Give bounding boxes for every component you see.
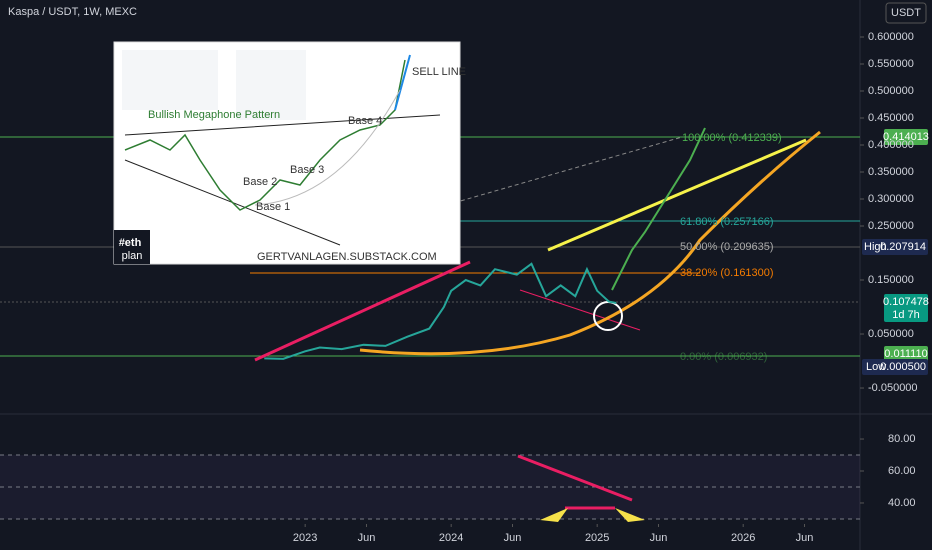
rsi-band [0, 455, 860, 519]
price-tag [884, 129, 928, 145]
x-tick-label: Jun [796, 532, 814, 544]
inset-source: GERTVANLAGEN.SUBSTACK.COM [257, 251, 437, 263]
yellow-line [547, 138, 807, 252]
rsi-tick-label: 40.00 [888, 497, 916, 509]
inset-candles [124, 59, 406, 211]
x-tick-label: 2024 [439, 532, 463, 544]
y-tick-label: 0.450000 [868, 112, 914, 124]
inset-thumb [236, 50, 306, 120]
y-tick-label: 0.300000 [868, 193, 914, 205]
y-tick-label: 0.550000 [868, 58, 914, 70]
y-tick-label: 0.400000 [868, 139, 914, 151]
price-tag-caption: High [864, 241, 887, 253]
inset-projection [394, 54, 411, 111]
y-tick-label: 0.350000 [868, 166, 914, 178]
price-line [264, 262, 617, 360]
y-tick-label: 0.150000 [868, 274, 914, 286]
inset-sell: SELL LINE [412, 66, 466, 78]
badge-sub: plan [122, 250, 143, 262]
arrow [540, 508, 568, 522]
orange-curve [359, 130, 821, 356]
fib-label: 38.20% (0.161300) [680, 267, 774, 279]
price-tag-text: 0.414013 [883, 131, 929, 143]
price-tag [884, 294, 928, 322]
fib-label: 61.80% (0.257166) [680, 216, 774, 228]
x-tick-label: 2025 [585, 532, 609, 544]
badge-text: #eth [119, 237, 142, 249]
x-tick-label: Jun [504, 532, 522, 544]
symbol-title: Kaspa / USDT, 1W, MEXC [8, 6, 137, 18]
y-tick-label: 0.050000 [868, 328, 914, 340]
y-tick-label: 0.500000 [868, 85, 914, 97]
x-tick-label: Jun [650, 532, 668, 544]
x-tick-label: 2023 [293, 532, 317, 544]
y-tick-label: 0.600000 [868, 31, 914, 43]
price-tag-sub: 1d 7h [892, 309, 920, 321]
fib-label: 50.00% (0.209635) [680, 241, 774, 253]
x-tick-label: 2026 [731, 532, 755, 544]
price-tag [884, 346, 928, 362]
y-tick-label: 0.250000 [868, 220, 914, 232]
fib-label: 100.00% (0.412339) [682, 132, 782, 144]
currency-button[interactable] [885, 2, 927, 24]
price-tag-caption: Low [866, 361, 886, 373]
price-tag-text: 0.011110 [884, 348, 927, 360]
fib-label: 0.00% (0.006932) [680, 351, 767, 363]
inset-curve [254, 89, 401, 206]
price-tag [862, 239, 928, 255]
arrow [615, 508, 645, 522]
price-tag-text: 0.000500 [880, 361, 926, 373]
inset-base: Base 4 [348, 115, 382, 127]
price-tag [862, 359, 928, 375]
inset-thumb [122, 50, 218, 110]
y-tick-label: -0.050000 [868, 382, 918, 394]
inset-base: Base 1 [256, 201, 290, 213]
inset-base: Base 2 [243, 176, 277, 188]
pink-trendline [254, 260, 471, 362]
price-tag-text: 0.207914 [880, 241, 926, 253]
rsi-tick-label: 80.00 [888, 433, 916, 445]
badge [114, 230, 150, 264]
x-tick-label: Jun [358, 532, 376, 544]
currency-label[interactable]: USDT [891, 7, 921, 19]
projection-path [611, 127, 706, 291]
rsi-tick-label: 60.00 [888, 465, 916, 477]
price-tag-text: 0.107478 [883, 296, 929, 308]
inset-image: #eth plan Bullish Megaphone Pattern GERT… [113, 41, 466, 265]
inset-pattern: Bullish Megaphone Pattern [148, 109, 280, 121]
inset-base: Base 3 [290, 164, 324, 176]
rsi-divergence [517, 454, 633, 502]
